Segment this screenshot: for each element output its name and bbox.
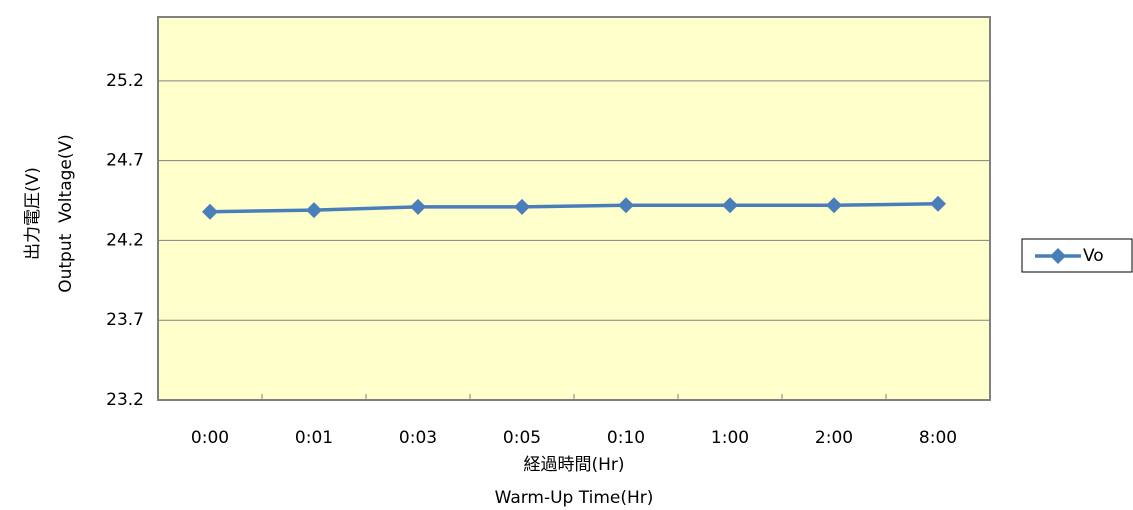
y-tick-label: 24.7: [106, 151, 144, 171]
x-tick-label: 1:00: [711, 428, 749, 448]
marker: [410, 198, 426, 215]
marker: [202, 203, 218, 220]
x-tick-label: 0:01: [295, 428, 333, 448]
marker: [514, 198, 530, 215]
y-tick-label: 23.2: [106, 390, 144, 410]
x-tick-label: 0:03: [399, 428, 437, 448]
plot-area: [158, 17, 990, 400]
y-tick-label: 24.2: [106, 230, 144, 250]
y-axis-title: Output Voltage(V): [56, 134, 76, 293]
x-tick-label: 0:05: [503, 428, 541, 448]
x-tick-label: 0:10: [607, 428, 645, 448]
marker: [618, 197, 634, 214]
x-tick-label: 0:00: [191, 428, 229, 448]
x-axis-title: Warm-Up Time(Hr): [495, 488, 654, 508]
marker: [826, 197, 842, 214]
x-tick-label: 8:00: [919, 428, 957, 448]
marker: [722, 197, 738, 214]
x-tick-label: 2:00: [815, 428, 853, 448]
series-line: [209, 201, 939, 214]
marker: [930, 195, 946, 212]
legend-marker: [1050, 248, 1066, 264]
y-tick-label: 25.2: [106, 71, 144, 91]
y-axis-title: 出力電圧(V): [23, 167, 43, 260]
marker: [306, 202, 322, 219]
legend: Vo: [1021, 238, 1133, 273]
x-axis-title: 経過時間(Hr): [523, 455, 624, 475]
y-tick-label: 23.7: [106, 310, 144, 330]
legend-label: Vo: [1083, 246, 1104, 266]
